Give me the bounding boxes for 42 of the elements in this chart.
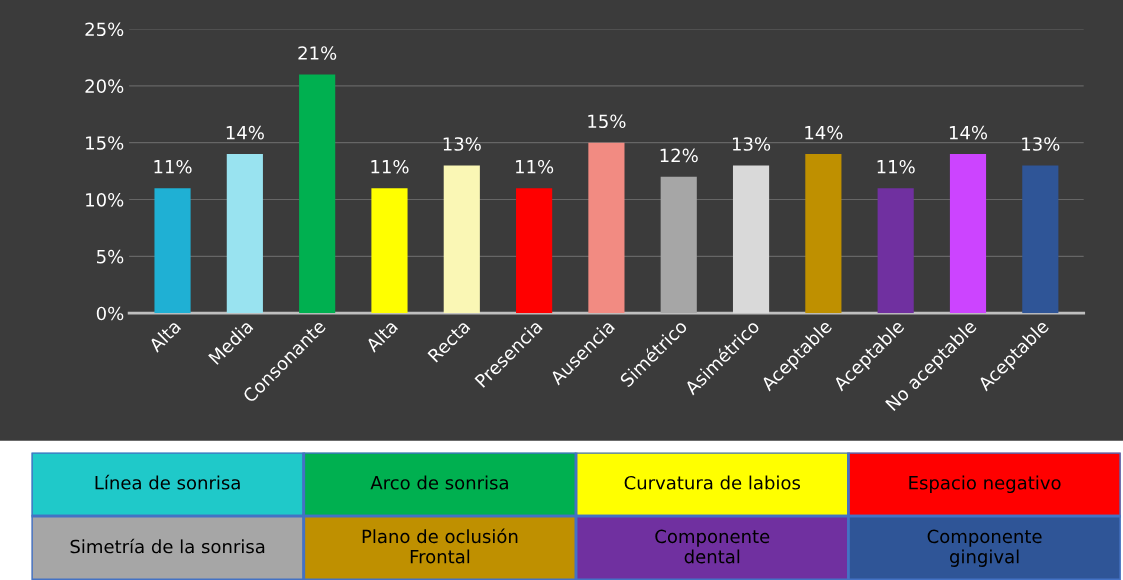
data-label: 14% xyxy=(226,125,264,140)
x-tick-label: Alta xyxy=(147,319,182,353)
y-tick-label: 5% xyxy=(97,249,124,264)
category-label: Curvatura de labios xyxy=(624,475,801,490)
bar xyxy=(949,154,987,314)
y-tick-label: 20% xyxy=(85,79,124,93)
y-tick-label: 0% xyxy=(96,306,124,321)
y-tick-label: 25% xyxy=(85,22,124,37)
x-tick-label: Alta xyxy=(364,319,399,353)
bar xyxy=(371,188,408,314)
bar xyxy=(299,74,336,314)
bar xyxy=(443,165,480,314)
bar xyxy=(805,154,842,314)
category-label: Componente dental xyxy=(655,529,770,564)
data-label: 11% xyxy=(371,159,409,174)
data-label: 13% xyxy=(1022,137,1060,151)
y-tick-label: 15% xyxy=(86,136,124,150)
data-label: 14% xyxy=(949,125,988,140)
bar xyxy=(588,142,625,314)
bar xyxy=(660,176,697,314)
bar xyxy=(1022,165,1059,314)
category-label: Componente gingival xyxy=(927,529,1042,567)
category-label: Plano de oclusión Frontal xyxy=(362,528,518,564)
data-label: 13% xyxy=(732,137,771,151)
category-label: Simetría de la sonrisa xyxy=(70,538,265,554)
y-tick-label: 10% xyxy=(86,192,124,207)
bar xyxy=(226,154,263,314)
bar xyxy=(732,165,770,314)
data-label: 14% xyxy=(805,125,843,140)
data-label: 11% xyxy=(516,159,554,174)
data-label: 21% xyxy=(298,46,337,60)
data-label: 11% xyxy=(877,159,915,174)
bar xyxy=(516,188,553,314)
category-label: Línea de sonrisa xyxy=(95,474,240,490)
category-label: Espacio negativo xyxy=(909,475,1061,494)
data-label: 13% xyxy=(443,137,481,151)
data-label: 12% xyxy=(660,148,698,163)
data-label: 11% xyxy=(154,159,192,174)
bar xyxy=(154,188,191,314)
bar xyxy=(877,188,914,314)
category-label: Arco de sonrisa xyxy=(370,475,508,490)
data-label: 15% xyxy=(588,114,626,129)
